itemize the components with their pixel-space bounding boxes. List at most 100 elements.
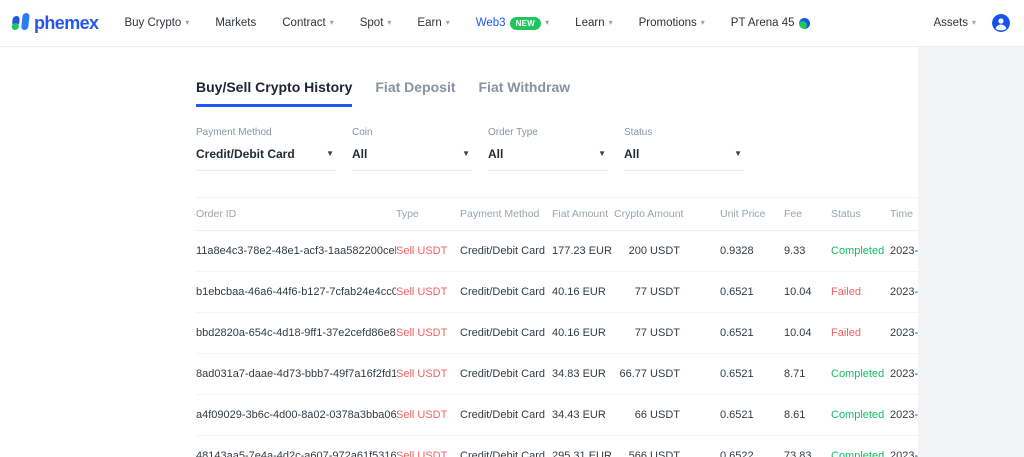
filter: Order Type All ▼ [488, 127, 608, 171]
tab[interactable]: Fiat Deposit [375, 79, 456, 95]
unit-price-cell: 0.9328 [692, 230, 768, 272]
nav-item-label: Promotions [638, 17, 697, 29]
nav-item[interactable]: Markets [215, 17, 256, 29]
order-type: Sell USDT [396, 409, 448, 421]
status-badge: Completed [831, 450, 884, 457]
payment-method-cell: Credit/Debit Card [460, 271, 552, 313]
status-badge: Completed [831, 245, 884, 257]
filter: Status All ▼ [624, 127, 744, 171]
chevron-down-icon: ▾ [387, 18, 392, 27]
order-id: 11a8e4c3-78e2-48e1-acf3-1aa582200ceb [196, 245, 396, 257]
unit-price-cell: 0.6521 [692, 353, 768, 395]
phemex-logo-icon [11, 13, 30, 30]
order-id: b1ebcbaa-46a6-44f6-b127-7cfab24e4cc0 [196, 286, 396, 298]
table-row: a4f09029-3b6c-4d00-8a02-0378a3bba06f Sel… [196, 394, 918, 436]
status-badge: Failed [831, 286, 861, 298]
brand-name: phemex [34, 12, 99, 33]
fee-cell: 73.83 [768, 435, 818, 457]
fee-cell: 10.04 [768, 271, 818, 313]
unit-price-cell: 0.6521 [692, 312, 768, 354]
user-avatar-icon[interactable] [992, 14, 1010, 32]
fiat-amount-cell: 40.16 EUR [552, 271, 614, 313]
fee-cell: 10.04 [768, 312, 818, 354]
nav-menu: Buy Crypto ▾ Markets Contract ▾ Spot ▾ E… [124, 16, 933, 30]
unit-price-cell: 0.6521 [692, 271, 768, 313]
nav-item[interactable]: Web3 NEW ▾ [476, 16, 550, 30]
pt-arena-sphere-icon [798, 17, 810, 29]
new-badge: NEW [509, 16, 542, 30]
nav-item[interactable]: Spot ▾ [360, 17, 392, 29]
filter-select[interactable]: Credit/Debit Card ▼ [196, 138, 336, 171]
tab[interactable]: Buy/Sell Crypto History [196, 79, 353, 107]
chevron-down-icon: ▾ [185, 18, 190, 27]
order-type: Sell USDT [396, 368, 448, 380]
status-badge: Completed [831, 409, 884, 421]
chevron-down-icon: ▼ [326, 149, 334, 158]
time-cell: 2023-05 [884, 230, 918, 272]
payment-method-cell: Credit/Debit Card [460, 353, 552, 395]
filter-label: Order Type [488, 127, 538, 138]
table-row: 8ad031a7-daae-4d73-bbb7-49f7a16f2fd1 Sel… [196, 353, 918, 395]
filter-label: Status [624, 127, 653, 138]
nav-item-label: Markets [215, 17, 257, 29]
table-row: 11a8e4c3-78e2-48e1-acf3-1aa582200ceb Sel… [196, 230, 918, 272]
chevron-down-icon: ▾ [608, 18, 613, 27]
nav-item[interactable]: Learn ▾ [575, 17, 612, 29]
chevron-down-icon: ▾ [445, 18, 450, 27]
unit-price-cell: 0.6521 [692, 394, 768, 436]
time-cell: 2023-05 [884, 353, 918, 395]
filter-select[interactable]: All ▼ [624, 138, 744, 171]
crypto-amount-cell: 66.77 USDT [614, 353, 692, 395]
chevron-down-icon: ▼ [462, 149, 470, 158]
order-id: a4f09029-3b6c-4d00-8a02-0378a3bba06f [196, 409, 396, 421]
tab-bar: Buy/Sell Crypto History Fiat Deposit Fia… [196, 79, 918, 107]
col-payment-method: Payment Method [460, 197, 552, 231]
payment-method-cell: Credit/Debit Card [460, 312, 552, 354]
time-cell: 2023-05 [884, 271, 918, 313]
assets-label: Assets [933, 17, 968, 29]
time-cell: 2023-05 [884, 312, 918, 354]
fiat-amount-cell: 34.43 EUR [552, 394, 614, 436]
col-fee: Fee [768, 197, 818, 231]
filter-select[interactable]: All ▼ [352, 138, 472, 171]
filter: Coin All ▼ [352, 127, 472, 171]
nav-item[interactable]: Earn ▾ [417, 17, 449, 29]
col-type: Type [396, 197, 460, 231]
phemex-logo[interactable]: phemex [10, 11, 99, 35]
nav-item-label: Learn [575, 17, 605, 29]
table-row: 48143aa5-7e4a-4d2c-a607-972a61f5316c Sel… [196, 435, 918, 457]
nav-item[interactable]: Contract ▾ [282, 17, 333, 29]
nav-item-label: PT Arena 45 [730, 17, 795, 29]
filter-bar: Payment Method Credit/Debit Card ▼ Coin … [196, 127, 918, 171]
filter-select[interactable]: All ▼ [488, 138, 608, 171]
nav-item[interactable]: PT Arena 45 [731, 17, 810, 29]
filter-value: Credit/Debit Card [196, 147, 295, 161]
time-cell: 2023-05 [884, 435, 918, 457]
filter: Payment Method Credit/Debit Card ▼ [196, 127, 336, 171]
history-table-container: Order ID Type Payment Method Fiat Amount… [196, 197, 918, 457]
order-type: Sell USDT [396, 327, 448, 339]
order-type: Sell USDT [396, 286, 448, 298]
nav-item-label: Contract [282, 17, 326, 29]
chevron-down-icon: ▾ [329, 18, 334, 27]
table-header: Order ID Type Payment Method Fiat Amount… [196, 197, 918, 231]
nav-item[interactable]: Buy Crypto ▾ [124, 17, 189, 29]
status-badge: Failed [831, 327, 861, 339]
filter-value: All [488, 147, 504, 161]
order-id: 8ad031a7-daae-4d73-bbb7-49f7a16f2fd1 [196, 368, 396, 380]
order-type: Sell USDT [396, 450, 448, 457]
col-fiat-amount: Fiat Amount [552, 197, 614, 231]
fiat-amount-cell: 40.16 EUR [552, 312, 614, 354]
fee-cell: 8.61 [768, 394, 818, 436]
chevron-down-icon: ▾ [545, 18, 550, 27]
payment-method-cell: Credit/Debit Card [460, 394, 552, 436]
payment-method-cell: Credit/Debit Card [460, 435, 552, 457]
filter-label: Payment Method [196, 127, 272, 138]
unit-price-cell: 0.6522 [692, 435, 768, 457]
nav-item[interactable]: Promotions ▾ [639, 17, 705, 29]
fee-cell: 8.71 [768, 353, 818, 395]
fiat-amount-cell: 177.23 EUR [552, 230, 614, 272]
tab[interactable]: Fiat Withdraw [478, 79, 571, 95]
col-status: Status [818, 197, 884, 231]
assets-menu[interactable]: Assets ▾ [933, 17, 976, 29]
